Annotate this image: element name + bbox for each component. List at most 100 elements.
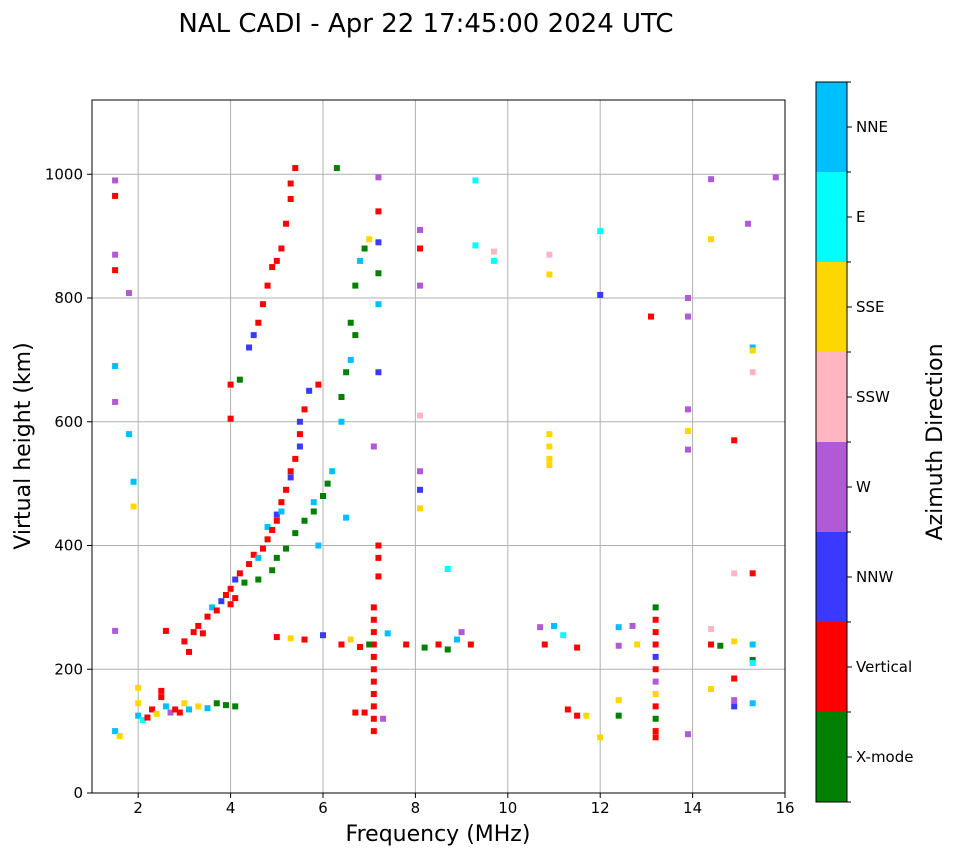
colorbar-segment (816, 172, 847, 262)
data-point (366, 236, 373, 243)
data-point (333, 165, 340, 172)
colorbar-frame (815, 81, 848, 803)
data-point (222, 702, 229, 709)
data-point (375, 174, 382, 181)
data-point (421, 644, 428, 651)
y-axis: 0 200 400 600 800 1000 (45, 165, 92, 802)
data-point (315, 542, 322, 549)
data-point (315, 381, 322, 388)
data-point (551, 622, 557, 629)
data-point (731, 437, 738, 444)
plot-area-frame (91, 99, 786, 794)
data-point (292, 455, 299, 462)
data-point (347, 636, 354, 643)
colorbar-segment (816, 622, 847, 712)
data-point (125, 431, 132, 438)
data-point (347, 356, 354, 363)
data-point (310, 508, 317, 515)
data-point (467, 641, 474, 648)
y-tick-label: 400 (54, 537, 83, 555)
data-point (772, 174, 779, 181)
data-point (255, 576, 262, 583)
y-tick-label: 1000 (45, 165, 83, 183)
data-point (444, 646, 451, 653)
data-point (731, 697, 738, 704)
data-point (472, 242, 479, 249)
data-point (112, 177, 119, 184)
data-point (172, 706, 179, 713)
data-point (116, 733, 123, 740)
data-point (375, 573, 382, 580)
data-point (283, 220, 290, 227)
colorbar: X-mode Vertical NNW W SSW SSE E NNE (815, 81, 913, 803)
data-point (370, 678, 377, 685)
data-point (615, 697, 622, 704)
grid-lines (92, 100, 786, 794)
data-point (652, 703, 659, 710)
data-point (597, 228, 604, 235)
data-point (232, 703, 239, 710)
data-point (112, 398, 119, 405)
data-point (648, 313, 655, 320)
data-point (227, 585, 234, 592)
colorbar-label: Azimuth Direction (923, 343, 948, 540)
data-point (749, 656, 756, 663)
y-tick-label: 200 (54, 660, 83, 678)
data-point (162, 703, 169, 710)
data-point (370, 653, 377, 660)
data-point (749, 641, 756, 648)
data-point (375, 554, 382, 561)
colorbar-segment (816, 712, 847, 802)
data-point (273, 257, 280, 264)
data-point (745, 220, 752, 227)
data-point (574, 712, 581, 719)
data-point (375, 301, 382, 308)
data-point (749, 570, 756, 577)
data-point (597, 734, 604, 741)
data-point (273, 634, 280, 641)
data-point (149, 706, 156, 713)
data-point (320, 493, 326, 499)
data-point (236, 376, 243, 383)
data-point (246, 561, 253, 568)
data-point (278, 508, 285, 515)
data-point (731, 570, 738, 577)
data-point (708, 626, 715, 633)
data-point (343, 514, 350, 521)
data-point (652, 641, 659, 648)
data-point (453, 636, 460, 643)
data-point (684, 731, 691, 738)
colorbar-label-nnw: NNW (856, 568, 893, 586)
data-point (301, 517, 308, 524)
data-point (352, 332, 359, 339)
data-point (273, 554, 280, 561)
data-point (227, 415, 234, 422)
y-tick-label: 600 (54, 413, 83, 431)
data-point (472, 177, 479, 184)
data-point (176, 709, 183, 716)
colorbar-label-sse: SSE (856, 298, 885, 316)
data-point (708, 176, 715, 183)
data-point (370, 715, 377, 722)
data-point (347, 319, 354, 326)
data-point (287, 468, 294, 475)
data-point (259, 301, 266, 308)
data-point (370, 443, 377, 450)
data-point (269, 567, 276, 574)
data-point (125, 290, 132, 297)
data-point (652, 715, 659, 722)
data-point (135, 700, 142, 707)
data-point (684, 428, 691, 435)
data-point (417, 245, 424, 252)
data-point (278, 499, 285, 506)
data-point (546, 455, 553, 462)
data-point (541, 641, 548, 648)
data-point (310, 499, 317, 506)
data-point (338, 641, 345, 648)
x-axis: 2 4 6 8 10 12 14 16 (133, 793, 795, 817)
data-point (195, 703, 202, 710)
data-point (749, 344, 756, 351)
data-point (296, 431, 303, 438)
data-point (417, 505, 424, 512)
data-point (615, 624, 622, 631)
